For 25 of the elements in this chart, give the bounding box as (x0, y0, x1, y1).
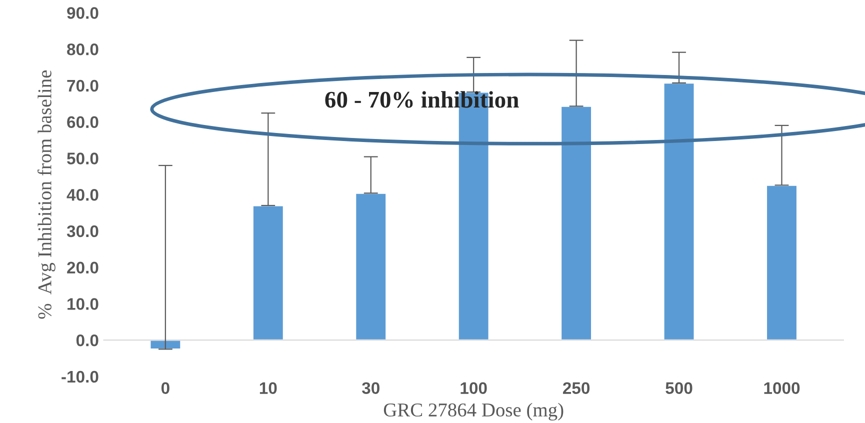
y-tick-label: -10.0 (62, 370, 98, 383)
y-tick-label: 50.0 (67, 152, 98, 164)
bar (252, 204, 284, 341)
x-tick-label: 1000 (764, 382, 800, 394)
y-tick-label: 40.0 (66, 188, 98, 201)
y-tick-label: 0.0 (76, 334, 98, 346)
y-tick-label: 60.0 (67, 116, 98, 128)
x-tick-label: 100 (460, 382, 487, 394)
bar (560, 105, 592, 341)
y-tick-label: 90.0 (67, 7, 98, 19)
y-tick-label: 80.0 (67, 43, 98, 56)
y-tick-label: 70.0 (67, 80, 98, 92)
x-axis-title: GRC 27864 Dose (mg) (384, 402, 564, 421)
bar (662, 82, 696, 341)
x-tick-label: 500 (666, 382, 692, 394)
x-tick-label: 0 (161, 382, 170, 394)
bar (354, 192, 387, 341)
x-tick-label: 10 (260, 382, 277, 394)
y-tick-label: 30.0 (66, 225, 98, 238)
bar (766, 184, 798, 341)
x-tick-label: 30 (362, 382, 380, 394)
y-axis-title: % Avg Inhibition from baseline (38, 70, 56, 319)
x-tick-label: 250 (562, 382, 590, 394)
y-tick-label: 20.0 (67, 262, 98, 274)
y-tick-label: 10.0 (68, 298, 98, 310)
